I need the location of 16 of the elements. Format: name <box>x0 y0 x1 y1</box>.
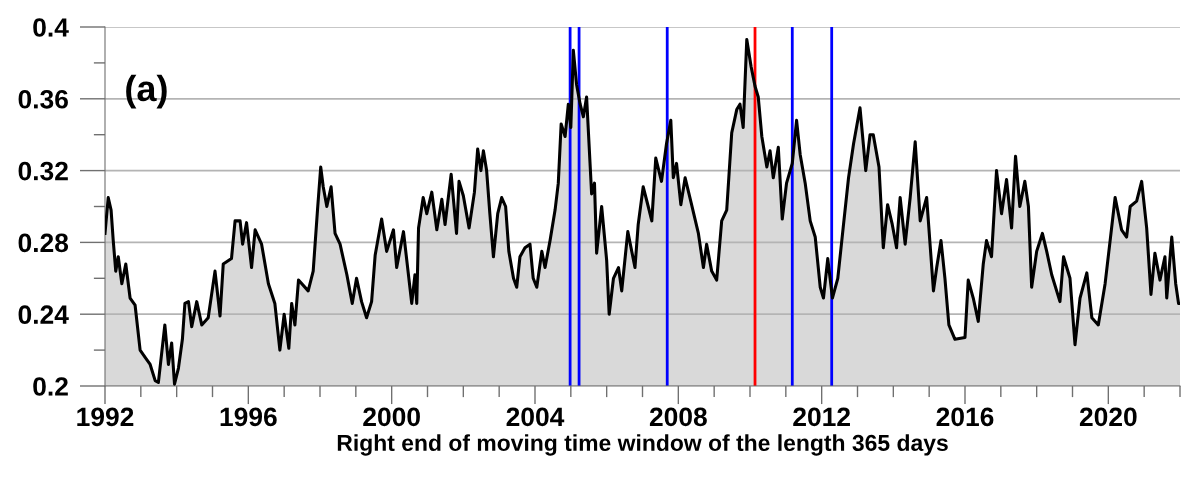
x-tick-label: 2000 <box>363 407 420 427</box>
x-tick-label: 2004 <box>506 407 565 427</box>
y-tick-label: 0.4 <box>33 18 69 37</box>
x-tick-label: 2012 <box>793 407 850 427</box>
x-tick-label: 2016 <box>936 407 994 427</box>
y-tick-label: 0.36 <box>18 89 68 109</box>
x-tick-label: 2020 <box>1079 407 1137 427</box>
annotation: (a) <box>126 74 167 109</box>
x-tick-label: 1996 <box>220 407 277 427</box>
x-axis-title: Right end of moving time window of the length 365 days <box>337 434 948 456</box>
x-tick-label: 2008 <box>649 407 707 427</box>
y-tick-label: 0.28 <box>18 233 69 253</box>
y-tick-label: 0.24 <box>18 305 69 325</box>
y-tick-label: 0.32 <box>18 161 68 181</box>
y-tick-label: 0.2 <box>33 377 68 396</box>
x-tick-label: 1992 <box>77 407 134 427</box>
